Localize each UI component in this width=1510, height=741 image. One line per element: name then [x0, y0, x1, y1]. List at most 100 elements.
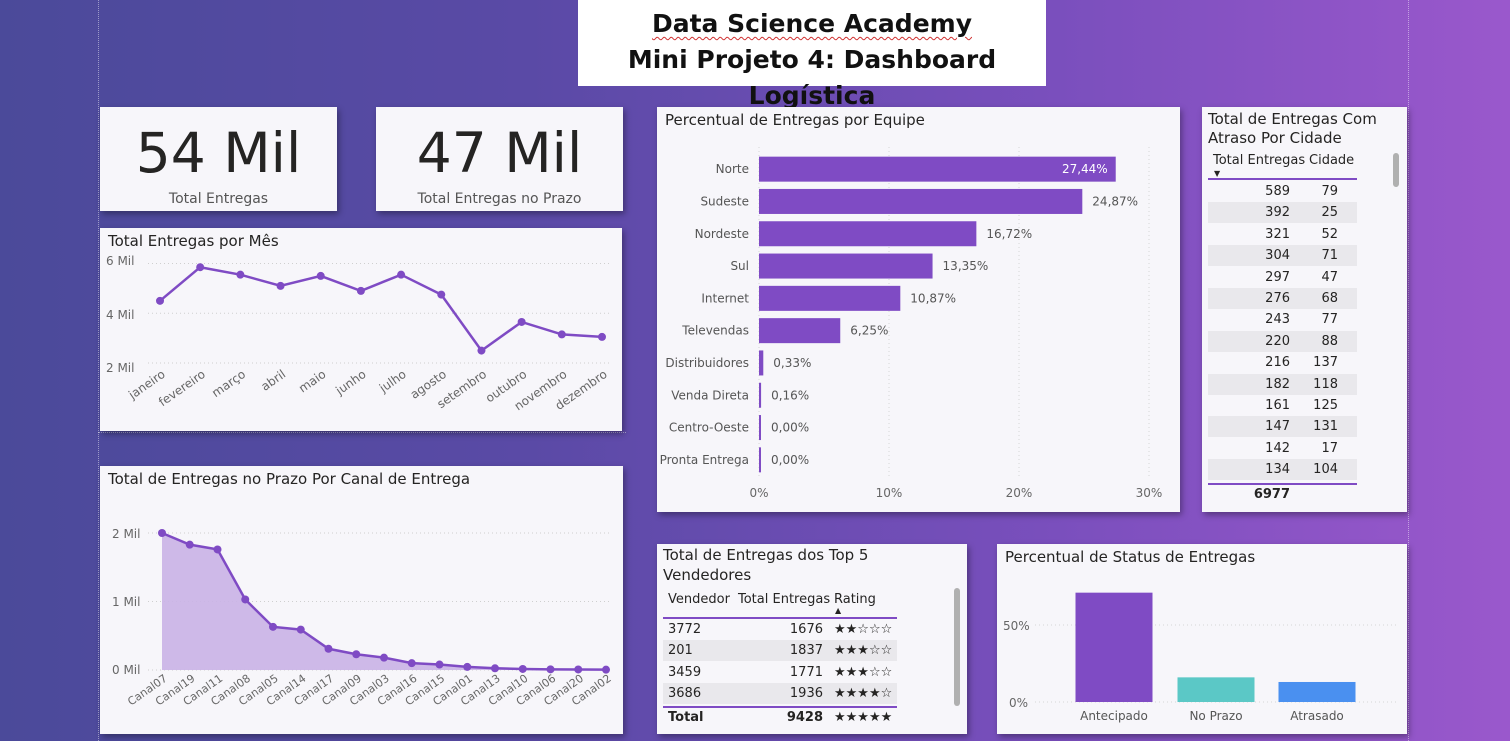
cell-vendedor: 3686: [668, 685, 702, 701]
data-label: 6,25%: [850, 324, 888, 338]
city-delay-table-card[interactable]: Total de Entregas Com Atraso Por Cidade …: [1202, 107, 1407, 512]
bar: [1075, 592, 1153, 702]
kpi-label: Total Entregas: [168, 191, 269, 207]
column-header-total-entregas[interactable]: Total Entregas: [738, 592, 831, 607]
header-underline: [1208, 178, 1357, 180]
bar: [1177, 677, 1255, 702]
channel-deliveries-card[interactable]: Total de Entregas no Prazo Por Canal de …: [100, 466, 623, 734]
table-row[interactable]: 147 131: [1208, 416, 1357, 438]
cell-cidade: 68: [1321, 291, 1338, 306]
data-point: [196, 263, 205, 272]
x-tick-label: julho: [376, 367, 409, 396]
cell-total-entregas: 134: [1265, 462, 1290, 478]
data-point: [213, 545, 222, 554]
data-label: 16,72%: [986, 227, 1032, 241]
cell-rating: ★★★☆☆: [834, 643, 893, 659]
monthly-deliveries-card[interactable]: Total Entregas por Mês 6 Mil 4 Mil 2 Mil…: [100, 228, 622, 431]
table-row[interactable]: 201 1837 ★★★☆☆: [663, 640, 897, 662]
title-line-1: Data Science Academy: [651, 9, 972, 38]
table-row[interactable]: 3772 1676 ★★☆☆☆: [663, 619, 897, 640]
cell-total-entregas: 589: [1265, 184, 1290, 199]
kpi-total-entregas[interactable]: 54 Mil Total Entregas: [100, 107, 337, 211]
x-tick-label: 30%: [1136, 486, 1163, 500]
team-bar-chart: 0% 10% 20% 30% Norte 27,44% Sudeste 24,87% Norde…: [660, 147, 1163, 500]
y-tick-label: 50%: [1003, 619, 1030, 633]
bar: [759, 415, 761, 441]
team-percentage-card[interactable]: Percentual de Entregas por Equipe 0% 10% 2…: [657, 107, 1180, 512]
series-line: [159, 265, 603, 353]
bar: [759, 156, 1116, 182]
table-title-line: Total de Entregas Com: [1208, 110, 1377, 128]
table-row[interactable]: 220 88: [1208, 330, 1357, 352]
table-title: Total de Entregas dos Top 5 Vendedores: [663, 545, 868, 585]
category-label: Centro-Oeste: [669, 421, 749, 435]
cell-cidade: 52: [1321, 226, 1338, 242]
data-label: 0,00%: [771, 453, 809, 467]
cell-rating: ★★☆☆☆: [834, 622, 893, 637]
table-row[interactable]: 182 118: [1208, 373, 1357, 395]
sort-desc-icon[interactable]: ▼: [1214, 169, 1221, 178]
data-point: [546, 665, 555, 674]
table-row[interactable]: 3459 1771 ★★★☆☆: [663, 662, 897, 683]
cell-total-entregas: 147: [1265, 419, 1290, 435]
table-scrollbar[interactable]: [1393, 153, 1399, 187]
kpi-value: 54 Mil: [135, 121, 302, 185]
total-rating: ★★★★★: [834, 710, 893, 725]
category-label: Televendas: [681, 324, 749, 338]
column-header-vendedor[interactable]: Vendedor: [668, 592, 730, 607]
bar: [759, 350, 764, 376]
cell-cidade: 79: [1321, 184, 1338, 199]
table-row[interactable]: 142 17: [1208, 438, 1357, 459]
table-row[interactable]: 243 77: [1208, 309, 1357, 330]
category-label: Venda Direta: [671, 388, 749, 402]
table-row[interactable]: 216 137: [1208, 352, 1357, 373]
bar: [759, 447, 761, 473]
total-value: 9428: [786, 710, 823, 725]
kpi-value: 47 Mil: [416, 121, 583, 185]
cell-total-entregas: 1771: [789, 664, 823, 680]
cell-total-entregas: 392: [1265, 205, 1290, 221]
category-label: Norte: [716, 162, 749, 176]
column-header-total-entregas[interactable]: Total Entregas: [1213, 153, 1306, 168]
cell-cidade: 104: [1313, 462, 1338, 478]
table-row[interactable]: 321 52: [1208, 224, 1357, 245]
table-row[interactable]: 297 47: [1208, 267, 1357, 288]
chart-title: Percentual de Status de Entregas: [1005, 548, 1256, 566]
x-tick-label: Antecipado: [1080, 709, 1148, 723]
table-row[interactable]: 304 71: [1208, 245, 1357, 267]
total-label: Total: [668, 710, 704, 725]
table-title: Total de Entregas Com Atraso Por Cidade: [1208, 110, 1377, 148]
column-header-rating[interactable]: Rating: [834, 592, 876, 607]
table-row[interactable]: 161 125: [1208, 395, 1357, 416]
table-scrollbar[interactable]: [954, 588, 960, 706]
cell-cidade: 88: [1321, 333, 1338, 349]
sort-asc-icon[interactable]: ▲: [835, 606, 842, 615]
cell-cidade: 71: [1321, 248, 1338, 264]
top-sellers-card[interactable]: Total de Entregas dos Top 5 Vendedores V…: [657, 544, 967, 734]
column-header-cidade[interactable]: Cidade: [1309, 153, 1355, 168]
cell-cidade: 118: [1313, 376, 1338, 392]
data-point: [156, 296, 164, 305]
kpi-total-entregas-no-prazo[interactable]: 47 Mil Total Entregas no Prazo: [376, 107, 623, 211]
channel-area-chart: 2 Mil 1 Mil 0 Mil Canal07Canal19Canal11C…: [112, 527, 614, 708]
data-point: [602, 665, 610, 674]
data-point: [316, 271, 325, 280]
cell-total-entregas: 321: [1265, 226, 1290, 242]
canvas-guide-right: [1408, 0, 1409, 741]
data-point: [276, 281, 285, 290]
chart-title: Total de Entregas no Prazo Por Canal de …: [108, 470, 471, 488]
kpi-label: Total Entregas no Prazo: [417, 191, 582, 207]
data-point: [598, 332, 606, 341]
data-point: [397, 270, 406, 279]
table-row[interactable]: 589 79: [1208, 181, 1357, 202]
table-row[interactable]: 134 104: [1208, 459, 1357, 481]
cell-cidade: 131: [1313, 419, 1338, 435]
table-row[interactable]: 392 25: [1208, 202, 1357, 224]
x-tick-label: maio: [296, 367, 328, 396]
data-point: [356, 286, 365, 295]
bar: [759, 318, 841, 344]
table-row[interactable]: 276 68: [1208, 288, 1357, 309]
status-percentage-card[interactable]: Percentual de Status de Entregas 50% 0% …: [997, 544, 1407, 734]
bar: [759, 188, 1083, 214]
table-row[interactable]: 3686 1936 ★★★★☆: [663, 682, 897, 704]
